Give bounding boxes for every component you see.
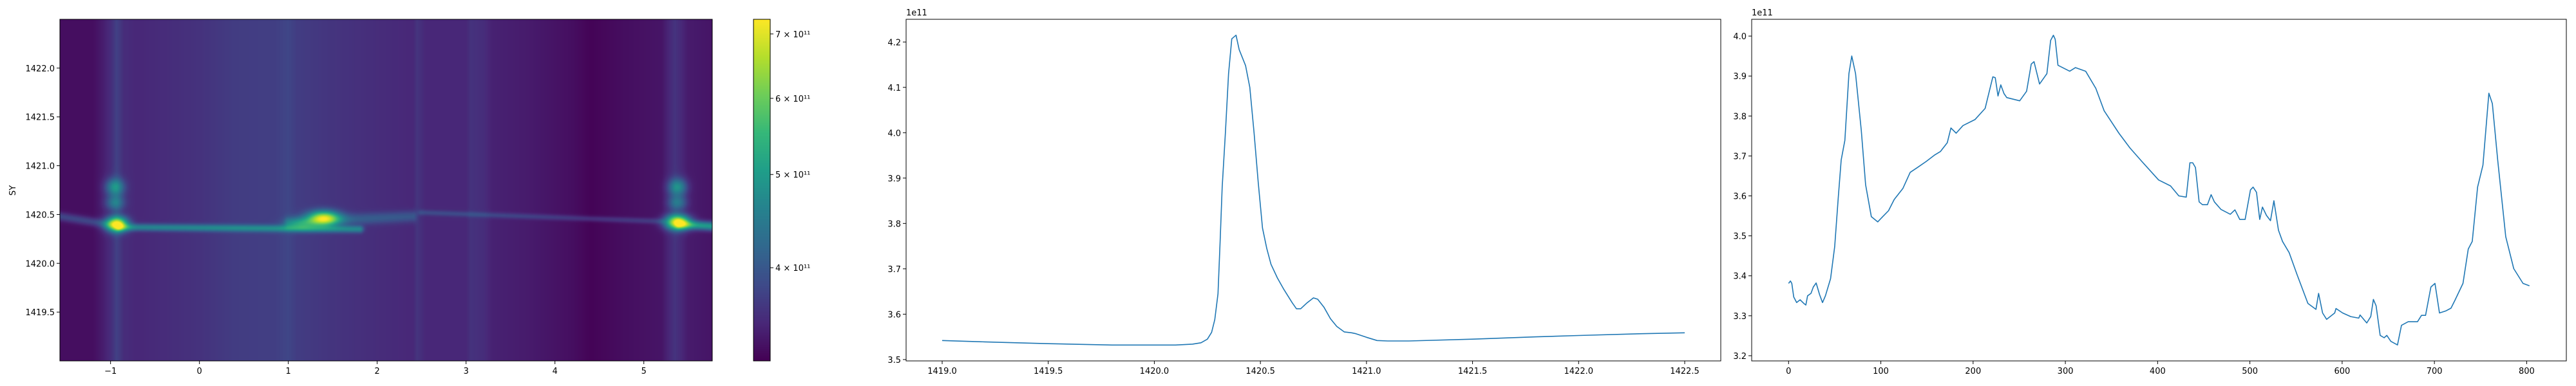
colorbar-tick-label: 4 × 10¹¹ xyxy=(775,264,810,273)
colorbar-gradient xyxy=(753,19,770,361)
y-tick-label: 3.3 xyxy=(1733,312,1747,322)
x-tick-label: 0 xyxy=(1786,367,1791,376)
x-tick-label: 1419.5 xyxy=(1034,367,1063,376)
x-tick-label: 1420.5 xyxy=(1245,367,1275,376)
colorbar-frame xyxy=(753,19,771,362)
offset-text: 1e11 xyxy=(1752,8,1773,18)
y-tick-label: 1419.5 xyxy=(26,308,55,318)
y-tick-label: 3.4 xyxy=(1733,272,1747,282)
x-tick-label: 4 xyxy=(553,367,558,376)
y-tick-label: 4.1 xyxy=(887,84,901,93)
x-tick-label: −1 xyxy=(104,367,117,376)
x-tick-label: 1422.0 xyxy=(1564,367,1594,376)
y-tick-label: 3.7 xyxy=(887,265,901,275)
y-tick-label: 1421.5 xyxy=(26,113,55,123)
x-tick-label: 1421.5 xyxy=(1458,367,1488,376)
x-tick-label: 1419.0 xyxy=(927,367,957,376)
series-line xyxy=(942,34,1685,346)
x-tick-label: 1420.0 xyxy=(1140,367,1170,376)
y-tick-label: 3.5 xyxy=(1733,232,1747,242)
x-tick-label: 1421.0 xyxy=(1352,367,1381,376)
y-tick-label: 3.8 xyxy=(887,219,901,229)
y-tick-label: 3.6 xyxy=(887,310,901,320)
y-tick-label: 4.0 xyxy=(1733,32,1747,42)
y-tick-label: 3.5 xyxy=(887,356,901,365)
axes-frame xyxy=(905,19,1721,362)
colorbar-tick-label: 5 × 10¹¹ xyxy=(775,170,810,180)
x-tick-label: 200 xyxy=(1965,367,1981,376)
y-tick-label: 4.0 xyxy=(887,129,901,138)
x-tick-label: 0 xyxy=(197,367,202,376)
x-tick-label: 5 xyxy=(641,367,647,376)
y-axis-label: SY xyxy=(8,185,18,196)
colorbar-tick-label: 6 × 10¹¹ xyxy=(775,95,810,104)
x-tick-label: 800 xyxy=(2519,367,2535,376)
x-tick-label: 1 xyxy=(286,367,291,376)
axes-0: −1 0 1 2 3 4 5 1419.5 1420.0 1420.5 1421.0 1421.5 14… xyxy=(26,19,713,376)
x-tick-label: 100 xyxy=(1873,367,1889,376)
y-tick-label: 3.2 xyxy=(1733,352,1747,362)
x-tick-label: 3 xyxy=(464,367,469,376)
x-tick-label: 300 xyxy=(2058,367,2074,376)
axes-2: 0 100 200 300 400 500 600 700 800 3.2 3.3 3.4 3.5 3.6… xyxy=(1733,8,2567,376)
x-tick-label: 400 xyxy=(2150,367,2166,376)
x-tick-label: 500 xyxy=(2242,367,2258,376)
y-tick-label: 1420.0 xyxy=(26,259,55,269)
y-tick-label: 1422.0 xyxy=(26,64,55,74)
colorbar-tick-label: 7 × 10¹¹ xyxy=(775,30,810,40)
y-tick-label: 3.9 xyxy=(1733,72,1747,82)
axes-frame xyxy=(1751,19,2567,362)
y-tick-label: 1421.0 xyxy=(26,162,55,172)
offset-text: 1e11 xyxy=(906,8,927,18)
y-tick-label: 3.8 xyxy=(1733,112,1747,122)
y-tick-label: 3.7 xyxy=(1733,152,1747,161)
colorbar: 4 × 10¹¹ 5 × 10¹¹ 6 × 10¹¹ 7 × 10¹¹ xyxy=(753,19,810,362)
x-tick-label: 2 xyxy=(375,367,380,376)
heatmap-image xyxy=(60,19,712,361)
y-tick-label: 3.9 xyxy=(887,174,901,184)
x-tick-label: 700 xyxy=(2427,367,2443,376)
x-tick-label: 600 xyxy=(2334,367,2350,376)
series-line xyxy=(1788,35,2530,345)
y-tick-label: 3.6 xyxy=(1733,192,1747,202)
y-tick-label: 4.2 xyxy=(887,38,901,48)
y-tick-label: 1420.5 xyxy=(26,210,55,220)
x-tick-label: 1422.5 xyxy=(1670,367,1700,376)
axes-1: 1419.0 1419.5 1420.0 1420.5 1421.0 1421.5 1422… xyxy=(887,8,1721,376)
axes-frame xyxy=(59,19,713,362)
